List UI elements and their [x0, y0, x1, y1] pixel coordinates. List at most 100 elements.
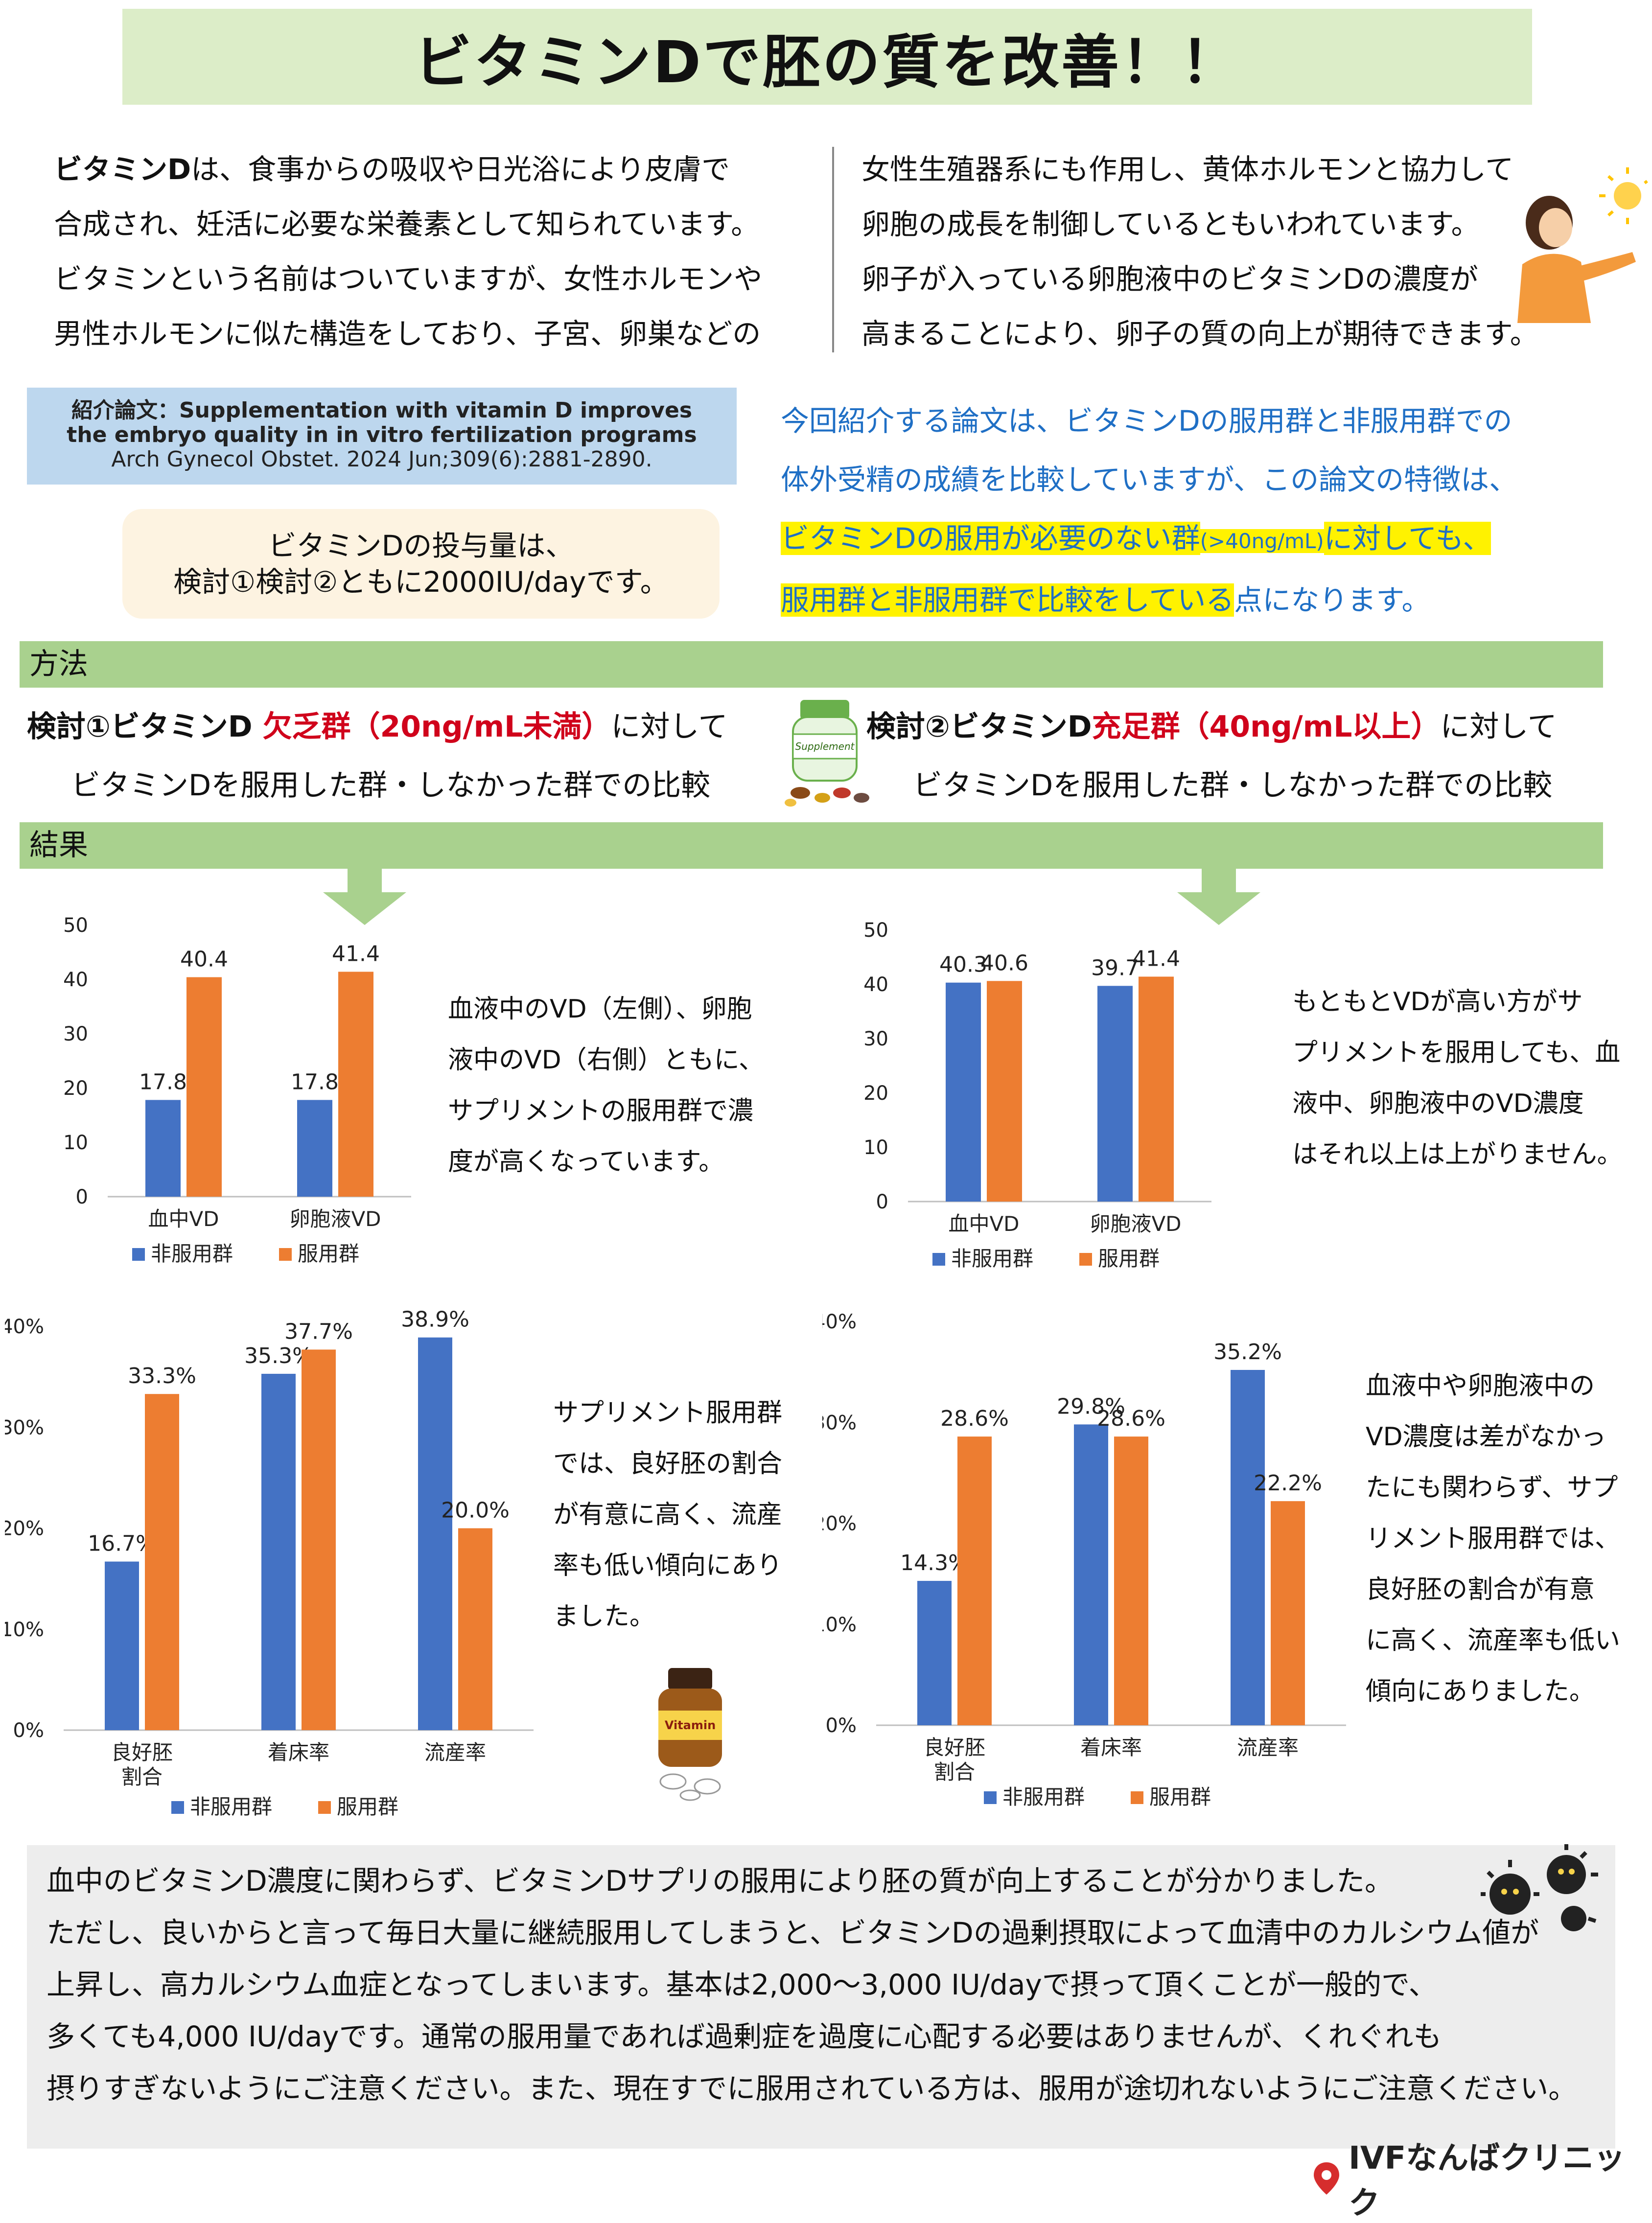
legend-label: 非服用群 — [151, 1242, 233, 1266]
down-arrow-icon — [323, 869, 406, 925]
feature-line: 今回紹介する論文は、ビタミンDの服用群と非服用群での — [781, 404, 1512, 438]
legend-label: 服用群 — [1098, 1247, 1160, 1271]
y-tick-label: 30 — [863, 1028, 888, 1050]
legend-label: 服用群 — [337, 1795, 398, 1819]
intro-left-line: 男性ホルモンに似た構造をしており、子宮、卵巣などの — [54, 317, 761, 350]
y-tick-label: 10% — [5, 1619, 44, 1641]
data-label: 40.3 — [939, 952, 987, 977]
x-tick-label: 良好胚 — [924, 1736, 985, 1760]
vitamin-label: Vitamin — [665, 1718, 716, 1732]
y-tick-label: 20% — [5, 1518, 44, 1540]
bar — [458, 1528, 492, 1730]
data-label: 20.0% — [441, 1498, 510, 1523]
paper-title-line: the embryo quality in in vitro fertiliza… — [67, 422, 697, 447]
bar — [105, 1561, 139, 1730]
note-line: では、良好胚の割合 — [553, 1449, 783, 1479]
note-line: リメント服用群では、 — [1366, 1524, 1621, 1553]
y-tick-label: 30 — [63, 1023, 88, 1045]
intro-right-line: 女性生殖器系にも作用し、黄体ホルモンと協力して — [861, 153, 1514, 186]
data-label: 16.7% — [88, 1531, 156, 1556]
bar — [987, 981, 1022, 1202]
bar — [1114, 1436, 1148, 1725]
note-line: 液中のVD（右側）ともに、 — [448, 1045, 765, 1075]
note-line: 血液中や卵胞液中の — [1366, 1371, 1595, 1401]
legend-swatch — [932, 1253, 945, 1266]
study-1: 検討①ビタミンD 欠乏群（20ng/mL未満）に対して ビタミンDを服用した群・… — [27, 697, 791, 815]
data-label: 17.8 — [291, 1069, 339, 1094]
section-method: 方法 — [20, 641, 1603, 688]
conclusion-line: ただし、良いからと言って毎日大量に継続服用してしまうと、ビタミンDの過剰摂取によ… — [47, 1916, 1539, 1949]
y-tick-label: 40% — [822, 1311, 857, 1333]
chart2-note: もともとVDが高い方がサ プリメントを服用しても、血 液中、卵胞液中のVD濃度 … — [1292, 976, 1645, 1180]
y-tick-label: 0% — [826, 1714, 857, 1737]
conclusion-line: 血中のビタミンD濃度に関わらず、ビタミンDサプリの服用により胚の質が向上すること… — [47, 1864, 1393, 1898]
intro-right-line: 卵子が入っている卵胞液中のビタミンDの濃度が — [861, 262, 1478, 296]
y-tick-label: 30% — [5, 1416, 44, 1439]
bar — [917, 1581, 952, 1725]
chart1-note: 血液中のVD（左側）、卵胞 液中のVD（右側）ともに、 サプリメントの服用群で濃… — [448, 984, 800, 1187]
note-line: 度が高くなっています。 — [448, 1147, 724, 1177]
y-tick-label: 40% — [5, 1316, 44, 1338]
study-1-group: 欠乏群（20ng/mL未満） — [262, 710, 611, 744]
study-1-suffix: に対して — [611, 710, 728, 744]
data-label: 41.4 — [1132, 946, 1180, 971]
data-label: 14.3% — [900, 1551, 969, 1575]
x-tick-label: 割合 — [934, 1760, 975, 1784]
data-label: 37.7% — [284, 1319, 353, 1344]
intro-left: ビタミンDは、食事からの吸収や日光浴により皮膚で 合成され、妊活に必要な栄養素と… — [54, 142, 817, 361]
legend-label: 非服用群 — [190, 1795, 272, 1819]
bar — [1097, 986, 1133, 1202]
study-2: 検討②ビタミンD充足群（40ng/mL以上）に対して ビタミンDを服用した群・し… — [866, 697, 1630, 815]
legend-label: 服用群 — [298, 1242, 359, 1266]
bar — [418, 1337, 452, 1730]
note-line: もともとVDが高い方がサ — [1292, 987, 1583, 1017]
note-line: サプリメントの服用群で濃 — [448, 1096, 754, 1126]
bar — [1139, 976, 1174, 1202]
feature-text: 今回紹介する論文は、ビタミンDの服用群と非服用群での 体外受精の成績を比較してい… — [781, 392, 1623, 629]
study-2-suffix: に対して — [1440, 710, 1557, 744]
intro-left-line: は、食事からの吸収や日光浴により皮膚で — [191, 153, 730, 186]
data-label: 22.2% — [1254, 1471, 1322, 1496]
bar — [957, 1436, 992, 1725]
bar — [1271, 1501, 1305, 1725]
legend-swatch — [1079, 1253, 1092, 1266]
legend-swatch — [318, 1801, 331, 1814]
chart-vd-sufficient: 0 10 20 30 40 50 40.340.6 血中VD 39.741.4 卵胞液VD 非服用群… — [863, 919, 1211, 1271]
data-label: 38.9% — [401, 1307, 469, 1332]
note-line: はそれ以上は上がりません。 — [1292, 1140, 1623, 1169]
x-tick-label: 流産率 — [424, 1740, 486, 1764]
bar — [302, 1349, 336, 1730]
y-tick-label: 50 — [63, 914, 88, 937]
data-label: 40.6 — [980, 950, 1028, 975]
bar — [261, 1373, 296, 1730]
sunbathing-woman-illustration — [1517, 167, 1648, 323]
clinic-logo: IVFなんばクリニック — [1312, 2140, 1652, 2222]
x-tick-label: 着床率 — [268, 1740, 329, 1764]
data-label: 29.8% — [1057, 1394, 1125, 1419]
legend-swatch — [1131, 1791, 1143, 1804]
germ-illustration — [1481, 1844, 1598, 1931]
divider — [832, 147, 834, 352]
bar — [145, 1394, 179, 1730]
y-tick-label: 0 — [876, 1191, 888, 1213]
data-label: 41.4 — [332, 941, 380, 966]
note-line: 血液中のVD（左側）、卵胞 — [448, 995, 752, 1024]
vitamin-bottle-illustration: Vitamin — [658, 1668, 722, 1801]
bar — [1231, 1370, 1265, 1725]
dose-line: 検討①検討②ともに2000IU/dayです。 — [173, 565, 669, 599]
conclusion-line: 多くても4,000 IU/dayです。通常の服用量であれば過剰症を過度に心配する… — [47, 2020, 1442, 2053]
feature-highlight: に対しても、 — [1324, 522, 1491, 555]
study-1-line2: ビタミンDを服用した群・しなかった群での比較 — [71, 768, 711, 803]
study-2-prefix: 検討②ビタミンD — [866, 710, 1092, 744]
bar — [1074, 1424, 1108, 1725]
bar — [946, 982, 981, 1202]
y-tick-label: 20 — [63, 1077, 88, 1100]
y-tick-label: 10 — [63, 1132, 88, 1154]
chart3-note: サプリメント服用群 では、良好胚の割合 が有意に高く、流産 率も低い傾向にあり … — [553, 1388, 808, 1642]
chart4-note: 血液中や卵胞液中の VD濃度は差がなかっ たにも関わらず、サプ リメント服用群で… — [1366, 1361, 1640, 1717]
supplement-bottle-illustration: Supplement — [785, 700, 869, 807]
intro-left-line: 合成され、妊活に必要な栄養素として知られています。 — [54, 208, 760, 241]
paper-title-line: 紹介論文：Supplementation with vitamin D impr… — [71, 398, 693, 423]
legend-swatch — [171, 1801, 184, 1814]
